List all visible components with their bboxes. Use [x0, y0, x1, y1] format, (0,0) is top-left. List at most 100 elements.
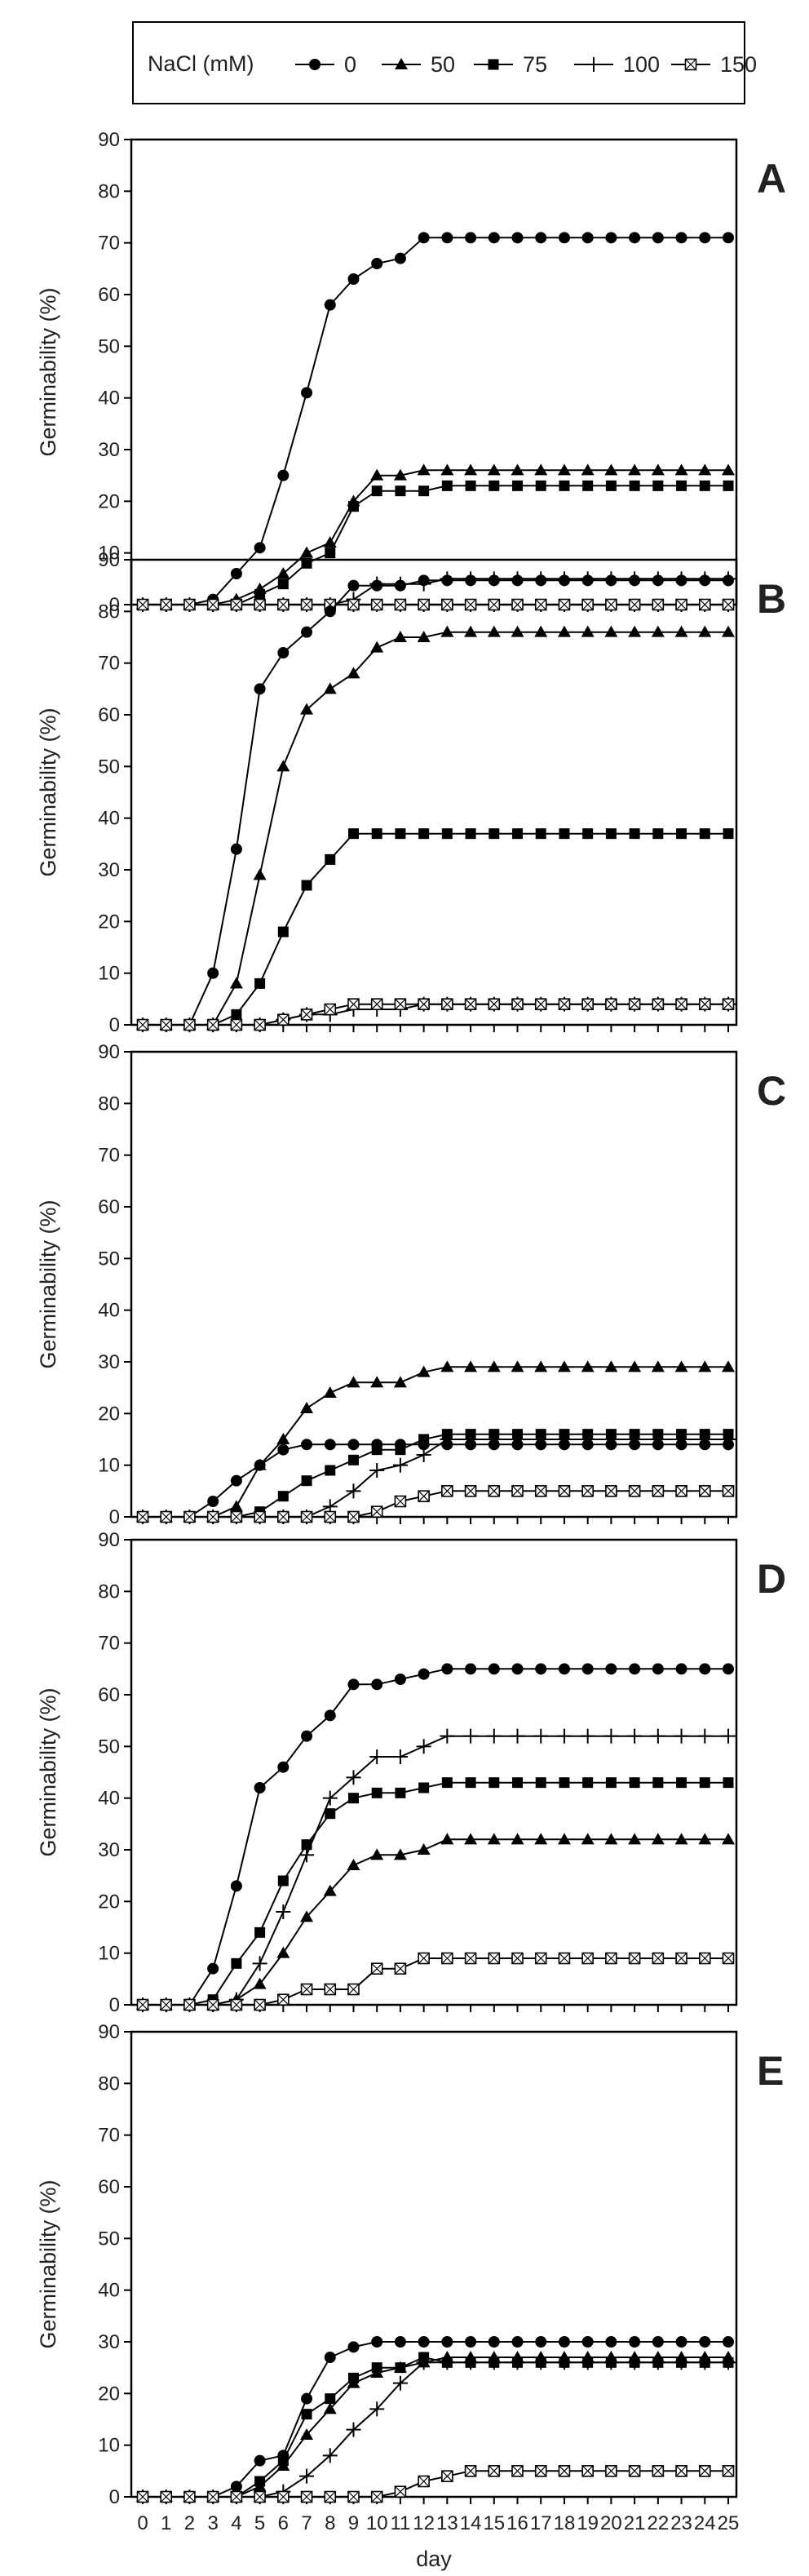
data-point	[629, 828, 640, 840]
data-point	[254, 683, 266, 695]
data-point	[604, 1833, 618, 1845]
series-line	[143, 1439, 728, 1518]
data-point	[628, 598, 641, 611]
data-point	[347, 998, 360, 1010]
data-point	[605, 598, 617, 611]
data-point	[652, 1952, 665, 1965]
data-point	[277, 2455, 289, 2467]
data-point	[465, 480, 476, 491]
data-point	[488, 480, 500, 491]
plot-frame	[130, 1050, 738, 1519]
data-point	[347, 2341, 360, 2353]
legend-label: 0	[344, 52, 356, 77]
data-point	[347, 598, 360, 611]
data-point	[229, 977, 243, 989]
data-point	[254, 1998, 266, 2011]
data-point	[392, 1457, 408, 1473]
data-point	[347, 1454, 359, 1465]
data-point	[322, 1790, 338, 1806]
y-tick-label: 20	[98, 911, 120, 933]
data-point	[417, 1365, 431, 1377]
data-point	[627, 2355, 643, 2370]
series-75	[137, 828, 734, 1031]
data-point	[324, 2352, 336, 2363]
data-point	[464, 1833, 478, 1845]
y-tick-label: 90	[98, 549, 120, 571]
data-point	[395, 828, 406, 840]
data-point	[723, 1663, 734, 1675]
data-point	[605, 480, 617, 491]
data-point	[558, 232, 570, 244]
data-point	[675, 232, 687, 244]
data-point	[183, 1018, 196, 1031]
data-point	[393, 468, 407, 481]
data-point	[511, 2336, 524, 2348]
x-tick-label: 2	[184, 2512, 195, 2534]
data-point	[277, 1443, 290, 1456]
legend-label: 150	[720, 52, 757, 77]
data-point	[629, 1777, 640, 1789]
data-point	[395, 1787, 406, 1798]
data-point	[277, 469, 290, 481]
data-point	[604, 1360, 618, 1372]
data-point	[276, 1433, 290, 1444]
panel-letter: E	[757, 2048, 784, 2094]
y-tick-label: 80	[98, 1581, 120, 1603]
data-point	[206, 2490, 219, 2503]
data-point	[580, 2355, 595, 2370]
y-tick-label: 40	[98, 1300, 120, 1322]
y-tick-label: 10	[98, 1943, 120, 1965]
data-point	[557, 1833, 571, 1845]
data-point	[370, 1376, 384, 1388]
data-point	[324, 1709, 336, 1722]
data-point	[556, 1728, 572, 1744]
data-point	[277, 1761, 290, 1773]
data-point	[392, 1749, 408, 1764]
data-point	[558, 998, 571, 1010]
data-point	[558, 1485, 571, 1497]
data-point	[535, 232, 547, 244]
y-tick-label: 20	[98, 1403, 120, 1425]
data-point	[698, 2465, 711, 2477]
data-point	[183, 598, 196, 611]
data-point	[347, 579, 360, 592]
series-150	[136, 598, 735, 611]
data-point	[558, 574, 570, 587]
data-point	[440, 1432, 455, 1447]
data-point	[488, 232, 500, 244]
y-tick-label: 50	[98, 1248, 120, 1270]
data-point	[559, 480, 570, 491]
data-point	[324, 1510, 337, 1523]
y-tick-label: 0	[109, 1014, 120, 1036]
legend-label: 100	[623, 52, 660, 77]
data-point	[721, 1432, 736, 1447]
data-point	[441, 1663, 453, 1675]
data-point	[371, 485, 382, 497]
y-tick-label: 40	[98, 388, 120, 410]
data-point	[347, 273, 360, 285]
y-tick-label: 80	[98, 601, 120, 623]
data-point	[722, 598, 735, 611]
data-point	[253, 1977, 267, 1989]
data-point	[347, 1983, 360, 1996]
data-point	[721, 1728, 736, 1744]
data-point	[628, 1833, 642, 1845]
x-tick-label: 0	[137, 2512, 148, 2534]
y-tick-label: 70	[98, 2125, 120, 2147]
y-axis-title: Germinability (%)	[36, 2179, 60, 2348]
data-point	[650, 1432, 665, 1447]
data-point	[464, 2465, 477, 2477]
data-point	[394, 579, 406, 592]
series-100	[135, 1728, 736, 2012]
data-point	[392, 2375, 408, 2391]
data-point	[629, 232, 641, 244]
data-point	[534, 463, 548, 476]
data-point	[277, 598, 290, 611]
data-point	[558, 598, 571, 611]
data-point	[534, 625, 548, 637]
data-point	[301, 2409, 312, 2420]
data-point	[652, 828, 664, 840]
data-point	[230, 2481, 242, 2493]
data-point	[254, 1782, 266, 1793]
data-point	[581, 463, 595, 476]
